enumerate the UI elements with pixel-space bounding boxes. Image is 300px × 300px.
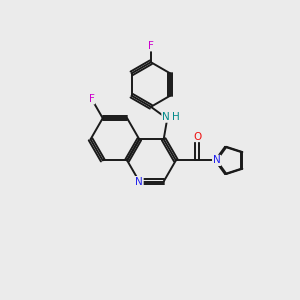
Text: F: F	[148, 41, 154, 51]
Text: N: N	[213, 155, 220, 165]
Text: O: O	[193, 132, 201, 142]
Text: H: H	[172, 112, 180, 122]
Text: F: F	[89, 94, 94, 104]
Text: N: N	[135, 176, 143, 187]
Text: N: N	[162, 112, 169, 122]
Text: N: N	[213, 155, 220, 165]
